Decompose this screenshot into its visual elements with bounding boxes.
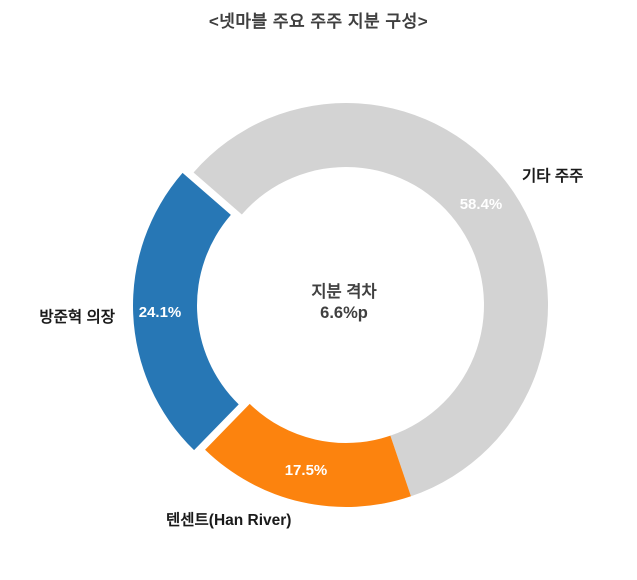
pct-label-other-shareholders: 58.4% (459, 196, 503, 213)
pct-label-chairman-bang: 24.1% (138, 304, 182, 321)
donut-center-label: 지분 격차 6.6%p (244, 282, 444, 324)
category-label-other-shareholders: 기타 주주 (522, 168, 584, 185)
center-label-line2: 6.6%p (320, 304, 368, 322)
donut-segment-1 (193, 102, 549, 497)
pct-label-tencent: 17.5% (284, 462, 328, 479)
category-label-tencent: 텐센트(Han River) (166, 512, 292, 529)
donut-segment-3 (133, 172, 239, 451)
center-label-line1: 지분 격차 (311, 283, 377, 301)
chart-title: <넷마블 주요 주주 지분 구성> (208, 12, 429, 31)
donut-segment-2 (205, 403, 411, 508)
category-label-chairman-bang: 방준혁 의장 (39, 309, 115, 326)
